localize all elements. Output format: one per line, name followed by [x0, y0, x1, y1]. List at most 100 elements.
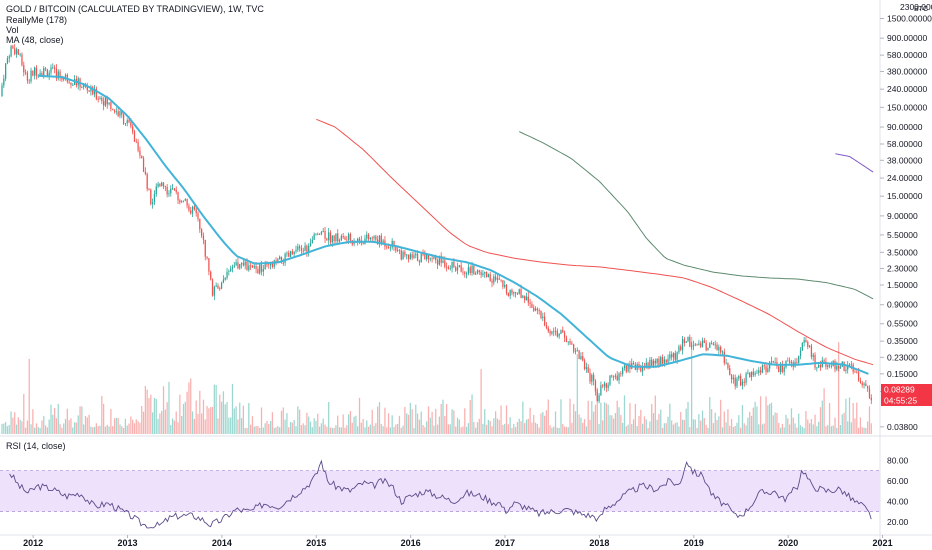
candle-body — [656, 358, 658, 364]
rsi-line[interactable] — [9, 459, 872, 529]
volume-bar — [631, 424, 633, 434]
volume-bar — [331, 427, 333, 434]
candle-body — [119, 111, 121, 116]
candle-body — [801, 342, 803, 351]
volume-bar — [6, 426, 9, 434]
ma48-line[interactable] — [37, 74, 869, 375]
candle-body — [395, 246, 397, 251]
candle-body — [315, 233, 317, 235]
volume-bar — [663, 423, 666, 434]
candle-body — [164, 186, 166, 188]
price-tick-label: 0.03800 — [887, 422, 918, 432]
indicator-reallyme-label[interactable]: ReallyMe (178) — [6, 15, 68, 25]
volume-bar — [269, 420, 272, 434]
candle-body — [95, 88, 98, 99]
volume-bar — [257, 426, 259, 434]
volume-bar — [625, 426, 627, 434]
candle-body — [602, 385, 604, 387]
candle-body — [418, 260, 421, 263]
volume-bar — [442, 399, 444, 434]
volume-bar — [420, 411, 422, 434]
candle-body — [112, 108, 114, 110]
volume-bar — [197, 413, 199, 434]
volume-bar — [594, 404, 597, 434]
volume-bar — [563, 426, 566, 434]
rsi-band — [0, 470, 880, 512]
volume-bar — [554, 411, 557, 434]
candle-body — [26, 72, 29, 81]
candle-body — [830, 365, 833, 367]
chart-title: GOLD / BITCOIN (CALCULATED BY TRADINGVIE… — [6, 4, 264, 14]
candle-body — [387, 246, 390, 249]
candle-body — [576, 350, 578, 352]
volume-bar — [747, 417, 749, 434]
candle-body — [382, 240, 384, 243]
volume-bar — [681, 419, 684, 434]
candle-body — [426, 254, 428, 260]
volume-bar — [612, 418, 615, 434]
price-tick-label: 15.00000 — [887, 191, 923, 201]
candle-body — [700, 343, 702, 347]
volume-bar — [647, 427, 649, 434]
volume-bar — [836, 427, 838, 434]
volume-bar — [298, 409, 301, 434]
volume-bar — [814, 414, 816, 434]
volume-bar — [190, 378, 192, 434]
candle-body — [271, 263, 274, 267]
price-tick-label: 3.50000 — [887, 247, 918, 257]
volume-bar — [767, 405, 769, 434]
candle-body — [732, 377, 735, 380]
candle-body — [445, 266, 448, 268]
indicator-vol-label[interactable]: Vol — [6, 25, 19, 35]
candle-body — [485, 272, 488, 278]
candle-body — [828, 365, 831, 367]
price-tick-label: 1500.00000 — [887, 13, 932, 23]
candle-body — [72, 84, 74, 86]
rsi-label[interactable]: RSI (14, close) — [6, 441, 66, 451]
time-tick-label: 2021 — [873, 538, 893, 548]
candle-body — [193, 206, 196, 210]
candle-body — [605, 383, 607, 388]
volume-bar — [801, 426, 803, 434]
candle-body — [108, 102, 110, 105]
volume-bar — [186, 391, 188, 434]
volume-bar — [505, 405, 508, 434]
volume-bar — [404, 406, 406, 434]
volume-bar — [99, 425, 101, 434]
volume-bar — [211, 406, 214, 434]
volume-bar — [195, 400, 197, 434]
volume-bar — [623, 395, 626, 434]
volume-bar — [705, 424, 707, 434]
volume-bar — [685, 408, 687, 434]
candle-body — [511, 289, 513, 294]
candle-body — [126, 120, 128, 124]
volume-bar — [224, 404, 226, 434]
candle-body — [493, 276, 495, 283]
purple-trend-line[interactable] — [835, 153, 874, 173]
volume-bar — [308, 416, 310, 434]
volume-bar — [264, 423, 266, 434]
candle-body — [246, 261, 248, 271]
price-tick-label: 1.50000 — [887, 280, 918, 290]
candle-body — [161, 182, 163, 187]
volume-bar — [701, 410, 704, 434]
candle-body — [487, 274, 490, 278]
price-tick-label: 90.00000 — [887, 122, 923, 132]
red-trend-line[interactable] — [316, 118, 874, 366]
candle-body — [210, 271, 212, 280]
volume-bar — [157, 418, 159, 434]
volume-bar — [50, 404, 52, 434]
volume-bar — [115, 417, 117, 434]
indicator-ma-label[interactable]: MA (48, close) — [6, 35, 64, 45]
candle-body — [420, 253, 422, 263]
volume-bar — [208, 408, 210, 434]
candle-body — [237, 262, 239, 269]
candle-body — [525, 296, 528, 301]
candle-body — [567, 341, 569, 343]
candle-body — [213, 286, 215, 296]
candle-body — [836, 365, 838, 370]
candle-body — [837, 365, 840, 369]
green-trend-line[interactable] — [518, 131, 874, 300]
volume-bar — [643, 416, 646, 434]
